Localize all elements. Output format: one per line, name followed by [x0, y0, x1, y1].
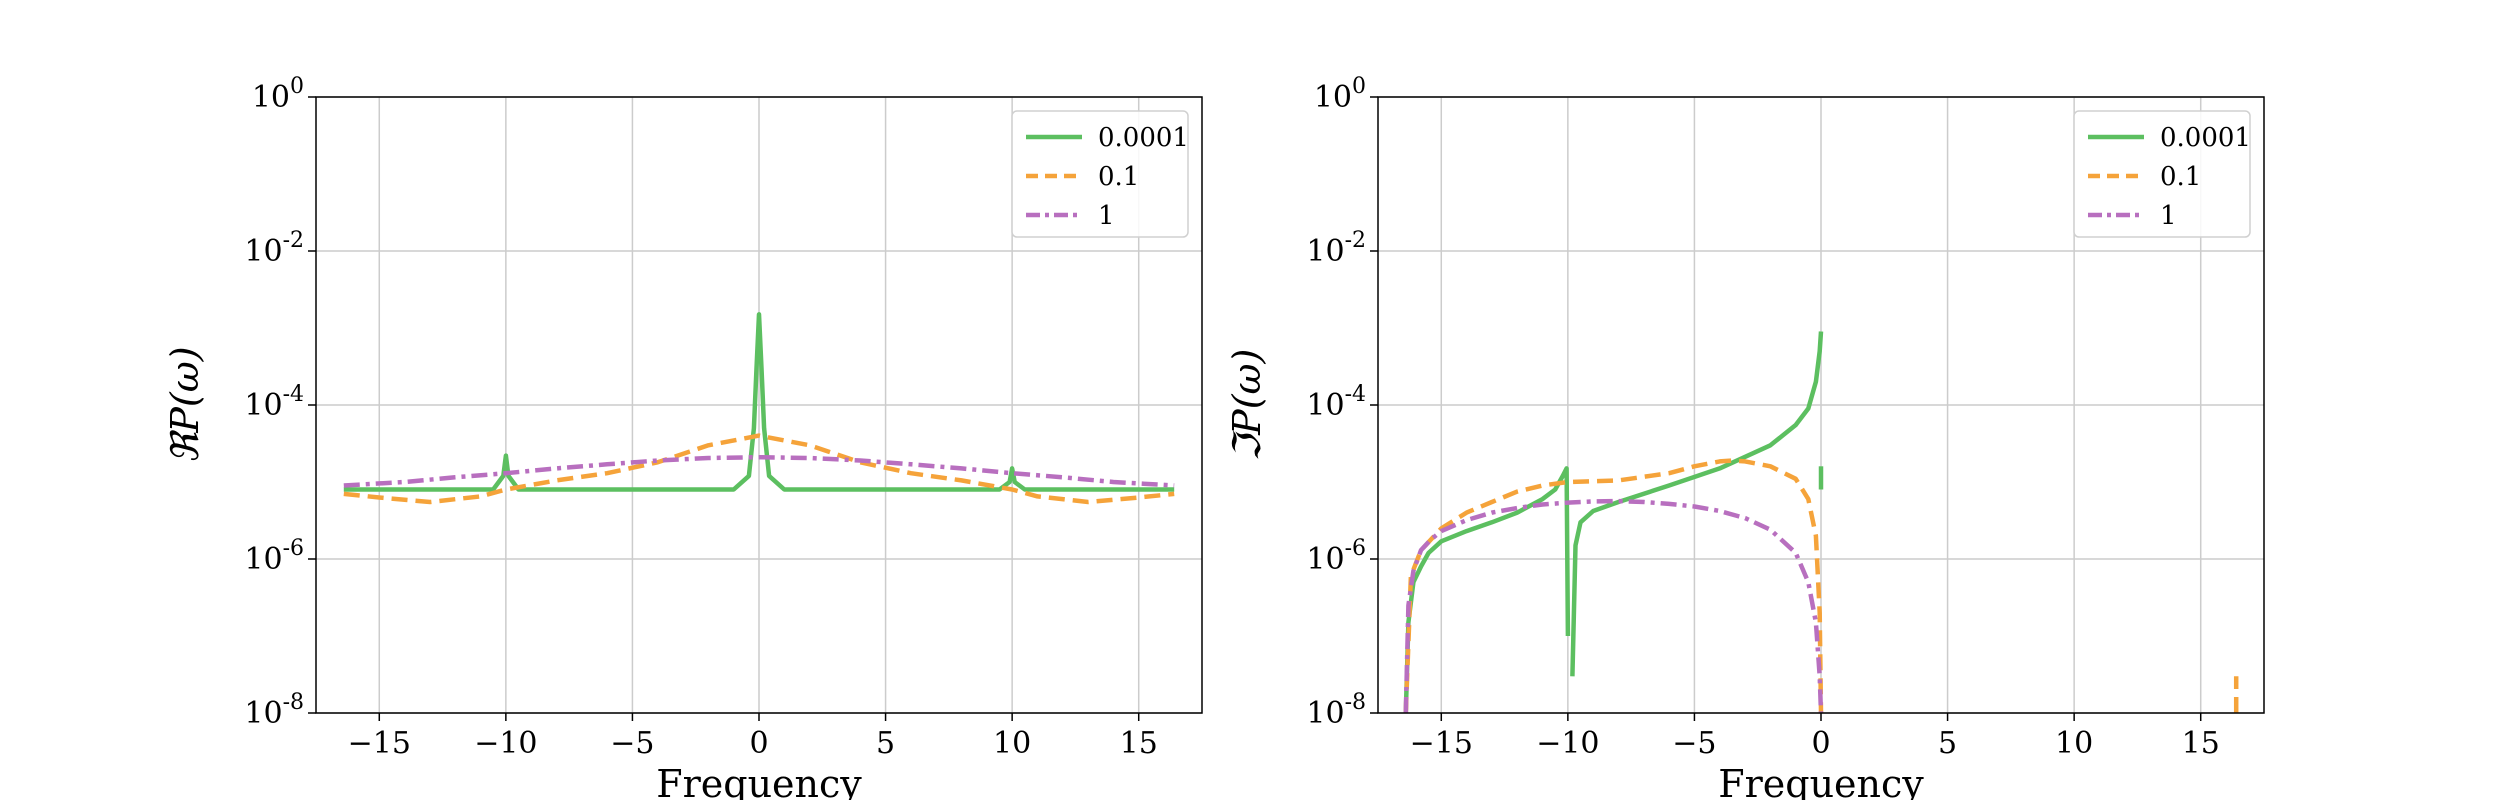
legend: 0.0001 0.1 1 [2073, 110, 2251, 238]
x-axis-label: Frequency [656, 762, 862, 800]
series-line-0.1 [343, 433, 1175, 505]
y-axis-label: ℑP(ω) [1225, 349, 1269, 462]
y-tick-label: 10-8 [244, 690, 304, 731]
x-tick-label: 0 [749, 726, 768, 761]
x-tick-label: 10 [993, 726, 1031, 761]
x-tick-label: 15 [2182, 726, 2220, 761]
legend-label-0.0001: 0.0001 [2160, 123, 2251, 153]
series-line-1 [343, 454, 1175, 488]
y-tick-label: 100 [252, 74, 304, 115]
series-line-0.1-seg1 [1403, 458, 1824, 713]
legend-label-1: 1 [2160, 201, 2177, 231]
x-tick-label: 10 [2055, 726, 2093, 761]
legend-label-0.1: 0.1 [1098, 162, 1139, 192]
x-axis-label: Frequency [1718, 762, 1924, 800]
legend-label-1: 1 [1098, 201, 1115, 231]
chart-panel-2: −15 −10 −5 0 5 10 15 100 10-2 10-4 10-6 10-8 Frequen… [1225, 74, 2265, 800]
series-line-0.0001-seg2 [1570, 331, 1824, 677]
y-tick-label: 100 [1314, 74, 1366, 115]
y-tick-label: 10-8 [1306, 690, 1366, 731]
y-tick-label: 10-4 [244, 382, 304, 423]
x-tick-label: −10 [1536, 726, 1599, 761]
y-tick-label: 10-2 [244, 228, 304, 269]
chart-panel-1: −15 −10 −5 0 5 10 15 100 10-2 10-4 10-6 10-8 Frequen… [163, 74, 1203, 800]
legend-label-0.1: 0.1 [2160, 162, 2201, 192]
y-tick-label: 10-6 [1306, 536, 1366, 577]
legend-box [1011, 110, 1189, 238]
series-line-0.0001-seg1 [1403, 466, 1571, 713]
series-line-1 [1403, 498, 1824, 713]
legend: 0.0001 0.1 1 [1011, 110, 1189, 238]
x-tick-label: 5 [876, 726, 895, 761]
y-axis-label: ℜP(ω) [163, 346, 207, 463]
series-line-0.0001 [343, 312, 1175, 492]
y-tick-label: 10-6 [244, 536, 304, 577]
x-tick-label: −5 [610, 726, 654, 761]
y-tick-label: 10-2 [1306, 228, 1366, 269]
legend-label-0.0001: 0.0001 [1098, 123, 1189, 153]
x-tick-label: 5 [1938, 726, 1957, 761]
x-tick-label: −5 [1672, 726, 1716, 761]
x-tick-label: −10 [474, 726, 537, 761]
legend-box [2073, 110, 2251, 238]
x-tick-label: −15 [1410, 726, 1473, 761]
x-tick-label: −15 [348, 726, 411, 761]
x-tick-label: 15 [1120, 726, 1158, 761]
y-tick-label: 10-4 [1306, 382, 1366, 423]
x-tick-label: 0 [1811, 726, 1830, 761]
